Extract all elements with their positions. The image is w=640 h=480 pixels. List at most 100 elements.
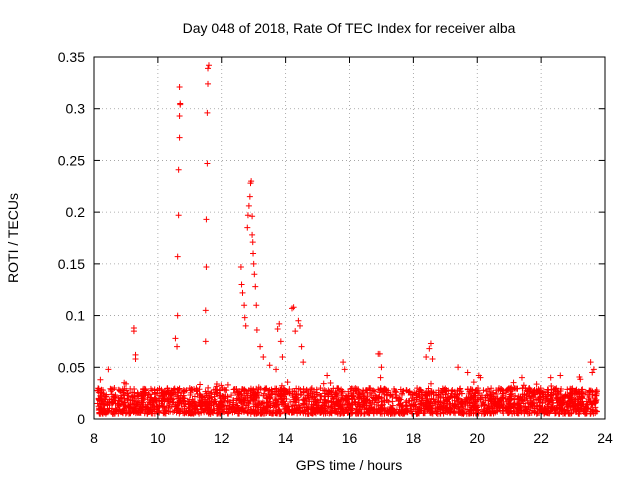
- noise-point: [313, 404, 320, 411]
- noise-point: [568, 398, 575, 405]
- data-point: [289, 305, 296, 312]
- noise-point: [426, 404, 433, 411]
- noise-point: [253, 385, 260, 392]
- noise-point: [340, 407, 347, 414]
- noise-point: [116, 387, 123, 394]
- noise-point: [154, 387, 161, 394]
- noise-point: [378, 401, 385, 408]
- noise-point: [160, 410, 167, 417]
- noise-point: [166, 401, 173, 408]
- noise-point: [473, 386, 480, 393]
- noise-point: [146, 408, 153, 415]
- noise-point: [96, 397, 103, 404]
- noise-point: [535, 397, 542, 404]
- noise-point: [366, 405, 373, 412]
- noise-point: [284, 379, 291, 386]
- noise-point: [511, 404, 518, 411]
- noise-point: [335, 397, 342, 404]
- noise-point: [461, 400, 468, 407]
- noise-point: [560, 399, 567, 406]
- noise-point: [244, 390, 251, 397]
- data-point: [464, 369, 471, 376]
- noise-point: [544, 409, 551, 416]
- noise-point: [573, 388, 580, 395]
- data-point: [277, 338, 284, 345]
- noise-point: [448, 393, 455, 400]
- data-point: [241, 314, 248, 321]
- data-point: [242, 322, 249, 329]
- noise-point: [167, 395, 174, 402]
- noise-point: [422, 392, 429, 399]
- noise-point: [470, 394, 477, 401]
- noise-point: [331, 402, 338, 409]
- noise-point: [352, 398, 359, 405]
- noise-point: [276, 407, 283, 414]
- noise-point: [513, 409, 520, 416]
- noise-point: [363, 402, 370, 409]
- noise-point: [309, 409, 316, 416]
- noise-point: [191, 393, 198, 400]
- x-tick-label: 12: [214, 430, 230, 446]
- noise-point: [521, 396, 528, 403]
- noise-point: [333, 409, 340, 416]
- noise-point: [247, 406, 254, 413]
- noise-point: [146, 391, 153, 398]
- axis-ticks: 8 10 12 14 16 18 20 22 24 0 0.05 0.1 0.15 0.2 0.25 0.3 0…: [58, 49, 613, 446]
- noise-point: [575, 396, 582, 403]
- noise-point: [102, 410, 109, 417]
- data-point: [176, 83, 183, 90]
- noise-point: [593, 390, 600, 397]
- y-tick-label: 0.05: [58, 359, 85, 375]
- noise-point: [298, 390, 305, 397]
- noise-point: [263, 394, 270, 401]
- noise-point: [122, 403, 129, 410]
- data-point: [274, 326, 281, 333]
- noise-point: [104, 401, 111, 408]
- noise-point: [119, 398, 126, 405]
- noise-point: [120, 389, 127, 396]
- noise-point: [204, 388, 211, 395]
- noise-point: [108, 386, 115, 393]
- data-point: [587, 359, 594, 366]
- noise-point: [440, 395, 447, 402]
- noise-point: [194, 406, 201, 413]
- noise-point: [144, 404, 151, 411]
- noise-point: [134, 390, 141, 397]
- noise-point: [161, 403, 168, 410]
- noise-point: [563, 404, 570, 411]
- noise-point: [551, 386, 558, 393]
- noise-point: [111, 384, 118, 391]
- data-point: [174, 343, 181, 350]
- noise-point: [526, 409, 533, 416]
- noise-point: [399, 388, 406, 395]
- noise-point: [377, 385, 384, 392]
- noise-point: [308, 385, 315, 392]
- noise-point: [519, 391, 526, 398]
- noise-point: [186, 400, 193, 407]
- noise-point: [176, 407, 183, 414]
- noise-point: [347, 401, 354, 408]
- data-point: [204, 109, 211, 116]
- noise-point: [224, 393, 231, 400]
- noise-point: [558, 386, 565, 393]
- noise-point: [160, 403, 167, 410]
- noise-point: [113, 408, 120, 415]
- noise-point: [213, 410, 220, 417]
- noise-point: [235, 410, 242, 417]
- noise-point: [477, 395, 484, 402]
- data-point: [249, 213, 256, 220]
- noise-point: [332, 389, 339, 396]
- noise-point: [363, 387, 370, 394]
- noise-point: [116, 397, 123, 404]
- noise-point: [451, 397, 458, 404]
- data-point: [244, 212, 251, 219]
- noise-point: [213, 383, 220, 390]
- noise-point: [138, 391, 145, 398]
- data-point: [249, 231, 256, 238]
- noise-point: [430, 396, 437, 403]
- noise-point: [366, 385, 373, 392]
- noise-point: [327, 380, 334, 386]
- noise-point: [121, 379, 128, 386]
- noise-point: [505, 385, 512, 392]
- noise-point: [142, 387, 149, 394]
